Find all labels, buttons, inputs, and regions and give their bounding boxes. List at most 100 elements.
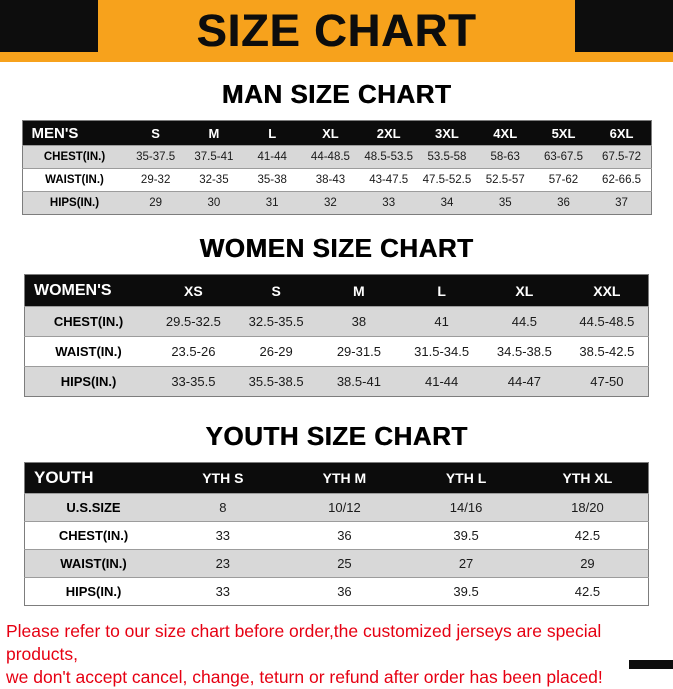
value-cell: 44.5 — [483, 306, 566, 337]
value-cell: 29-31.5 — [317, 336, 401, 367]
row-label-cell: HIPS(IN.) — [22, 191, 127, 215]
row-label-cell: CHEST(IN.) — [22, 145, 127, 169]
value-cell: 35 — [476, 191, 535, 215]
size-column-header: YTH XL — [526, 462, 649, 494]
value-cell: 44-47 — [483, 366, 566, 397]
value-cell: 26-29 — [234, 336, 318, 367]
value-cell: 38.5-41 — [317, 366, 401, 397]
value-cell: 27 — [405, 549, 527, 578]
women-section-heading: WOMEN SIZE CHART — [199, 233, 474, 263]
size-column-header: YTH M — [283, 462, 406, 494]
value-cell: 44-48.5 — [301, 145, 360, 169]
value-cell: 31.5-34.5 — [400, 336, 483, 367]
value-cell: 18/20 — [526, 493, 649, 522]
youth-size-table: YOUTH YTH S YTH M YTH L YTH XL U.S.SIZE 8 10/12… — [24, 462, 649, 606]
size-column-header: 3XL — [417, 120, 477, 146]
value-cell: 38 — [317, 306, 401, 337]
size-column-header: L — [243, 120, 302, 146]
value-cell: 33 — [162, 521, 284, 550]
value-cell: 58-63 — [476, 145, 535, 169]
value-cell: 41 — [400, 306, 483, 337]
value-cell: 31 — [243, 191, 302, 215]
women-size-table: WOMEN'S XS S M L XL XXL CHEST(IN.) 29.5-32.5 32.5… — [24, 274, 649, 397]
value-cell: 36 — [534, 191, 593, 215]
value-cell: 53.5-58 — [417, 145, 477, 169]
table-row: U.S.SIZE 8 10/12 14/16 18/20 — [24, 493, 649, 522]
size-column-header: XL — [301, 120, 360, 146]
table-row: HIPS(IN.) 29 30 31 32 33 34 35 36 37 — [22, 191, 651, 215]
banner: SIZE CHART — [0, 0, 673, 62]
value-cell: 39.5 — [405, 577, 527, 606]
value-cell: 33-35.5 — [152, 366, 235, 397]
row-label-cell: WAIST(IN.) — [22, 168, 127, 192]
table-row: WAIST(IN.) 23.5-26 26-29 29-31.5 31.5-34.5 34… — [24, 336, 649, 367]
size-column-header: S — [126, 120, 185, 146]
size-column-header: XL — [483, 274, 566, 307]
value-cell: 43-47.5 — [359, 168, 418, 192]
value-cell: 29 — [526, 549, 649, 578]
value-cell: 42.5 — [526, 577, 649, 606]
value-cell: 37.5-41 — [184, 145, 244, 169]
value-cell: 29.5-32.5 — [152, 306, 235, 337]
value-cell: 32.5-35.5 — [234, 306, 318, 337]
value-cell: 32-35 — [184, 168, 244, 192]
value-cell: 23 — [162, 549, 284, 578]
row-label-cell: HIPS(IN.) — [24, 577, 162, 606]
table-row: HIPS(IN.) 33-35.5 35.5-38.5 38.5-41 41-44 44-… — [24, 366, 649, 397]
banner-corner-left — [0, 0, 98, 52]
value-cell: 34.5-38.5 — [483, 336, 566, 367]
row-label-cell: WAIST(IN.) — [24, 549, 162, 578]
size-column-header: YTH L — [405, 462, 527, 494]
value-cell: 32 — [301, 191, 360, 215]
value-cell: 23.5-26 — [152, 336, 235, 367]
size-column-header: L — [400, 274, 483, 307]
value-cell: 48.5-53.5 — [359, 145, 418, 169]
value-cell: 47-50 — [565, 366, 649, 397]
value-cell: 36 — [283, 521, 406, 550]
size-column-header: 5XL — [534, 120, 593, 146]
size-column-header: M — [317, 274, 401, 307]
value-cell: 67.5-72 — [592, 145, 651, 169]
table-header-row: MEN'S S M L XL 2XL 3XL 4XL 5XL 6XL — [22, 120, 651, 146]
footer-line-2: we don't accept cancel, change, teturn o… — [6, 667, 603, 687]
value-cell: 41-44 — [400, 366, 483, 397]
value-cell: 35-37.5 — [126, 145, 185, 169]
value-cell: 39.5 — [405, 521, 527, 550]
banner-corner-right — [575, 0, 673, 52]
row-label-cell: U.S.SIZE — [24, 493, 162, 522]
value-cell: 57-62 — [534, 168, 593, 192]
table-row: CHEST(IN.) 33 36 39.5 42.5 — [24, 521, 649, 550]
value-cell: 37 — [592, 191, 651, 215]
value-cell: 10/12 — [283, 493, 406, 522]
value-cell: 30 — [184, 191, 244, 215]
row-label-cell: CHEST(IN.) — [24, 306, 152, 337]
value-cell: 14/16 — [405, 493, 527, 522]
value-cell: 42.5 — [526, 521, 649, 550]
value-cell: 44.5-48.5 — [565, 306, 649, 337]
row-label-cell: HIPS(IN.) — [24, 366, 152, 397]
value-cell: 36 — [283, 577, 406, 606]
row-label-cell: CHEST(IN.) — [24, 521, 162, 550]
banner-title: SIZE CHART — [196, 5, 477, 56]
value-cell: 29 — [126, 191, 185, 215]
size-column-header: 2XL — [359, 120, 418, 146]
men-section-heading: MAN SIZE CHART — [221, 79, 452, 109]
value-cell: 47.5-52.5 — [417, 168, 477, 192]
table-title-cell: MEN'S — [22, 120, 127, 146]
table-header-row: WOMEN'S XS S M L XL XXL — [24, 274, 649, 307]
size-column-header: S — [234, 274, 318, 307]
value-cell: 8 — [162, 493, 284, 522]
table-row: WAIST(IN.) 23 25 27 29 — [24, 549, 649, 578]
size-column-header: XXL — [565, 274, 649, 307]
size-column-header: M — [184, 120, 244, 146]
value-cell: 34 — [417, 191, 477, 215]
value-cell: 41-44 — [243, 145, 302, 169]
value-cell: 33 — [162, 577, 284, 606]
value-cell: 29-32 — [126, 168, 185, 192]
table-row: WAIST(IN.) 29-32 32-35 35-38 38-43 43-47.5 47.… — [22, 168, 651, 192]
table-row: CHEST(IN.) 35-37.5 37.5-41 41-44 44-48.5 48.5… — [22, 145, 651, 169]
men-size-table: MEN'S S M L XL 2XL 3XL 4XL 5XL 6XL CHEST(IN.) 35-37… — [21, 120, 652, 215]
bottom-right-corner-mark — [629, 660, 673, 669]
value-cell: 62-66.5 — [592, 168, 651, 192]
value-cell: 33 — [359, 191, 418, 215]
